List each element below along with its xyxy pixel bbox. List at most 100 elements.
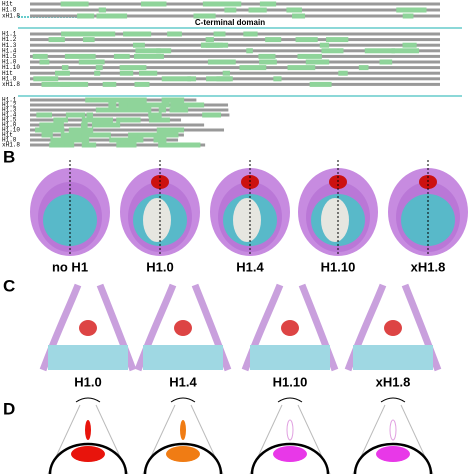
linker-view — [134, 283, 232, 372]
row-name: H1.5 — [2, 53, 17, 60]
conserved — [248, 7, 267, 13]
conserved — [61, 31, 91, 37]
conserved — [205, 42, 223, 48]
conserved — [32, 53, 48, 59]
sequence — [30, 82, 440, 86]
conserved — [116, 117, 128, 123]
linker-view — [241, 283, 339, 372]
conserved — [137, 132, 154, 138]
conserved — [129, 97, 147, 103]
conserved — [109, 107, 138, 113]
row-name: xH1.8 — [2, 13, 20, 20]
row-name: H1.8 — [2, 7, 17, 14]
conserved — [119, 65, 147, 71]
conserved — [132, 42, 145, 48]
schematic — [352, 397, 434, 474]
dna-arm — [241, 283, 284, 372]
conserved — [243, 31, 258, 37]
ctd — [180, 420, 186, 440]
conserved — [81, 142, 97, 148]
conserved — [153, 137, 167, 143]
dna-arm — [39, 283, 82, 372]
item-label: H1.4 — [169, 374, 197, 389]
conserved — [246, 48, 253, 54]
row-name: H1.4 — [2, 112, 17, 119]
gh1 — [71, 446, 105, 462]
conserved — [222, 70, 230, 76]
conserved — [292, 13, 306, 19]
conserved — [41, 132, 53, 138]
sequence — [30, 49, 440, 53]
row-name: H1.8 — [2, 137, 17, 144]
row-name: H1.3 — [2, 42, 17, 49]
nucleosome — [388, 160, 468, 256]
conserved — [134, 53, 164, 59]
row-name: H1t — [2, 1, 13, 8]
conserved — [39, 122, 64, 128]
conserved — [286, 7, 295, 13]
arc — [380, 397, 406, 403]
nucleosome-edge — [353, 442, 433, 474]
conserved — [319, 42, 330, 48]
conserved — [224, 7, 237, 13]
row-name: H1.0 — [2, 59, 17, 66]
conserved — [108, 102, 117, 108]
row-name: H1.4 — [2, 47, 17, 54]
conserved — [83, 37, 95, 43]
row-name: H1.1 — [2, 97, 17, 104]
conserved — [102, 81, 117, 87]
conserved — [98, 7, 106, 13]
row-name: H1t — [2, 70, 13, 77]
conserved — [60, 1, 89, 7]
row-name: H1.0 — [2, 122, 17, 129]
conserved — [273, 76, 282, 82]
conserved — [36, 112, 53, 118]
conserved — [134, 81, 150, 87]
conserved — [379, 59, 393, 65]
histone — [353, 345, 433, 370]
conserved — [65, 112, 86, 118]
conserved — [295, 37, 318, 43]
conserved — [402, 42, 417, 48]
conserved — [151, 112, 162, 118]
conserved — [48, 127, 65, 133]
conserved — [113, 53, 130, 59]
nucleosome — [30, 160, 110, 256]
conserved — [179, 142, 201, 148]
conserved — [391, 48, 419, 54]
conserved — [60, 132, 83, 138]
sequence — [30, 38, 440, 42]
conserved — [41, 81, 63, 87]
row-name: H1.2 — [2, 36, 17, 43]
dna-arm — [134, 283, 177, 372]
h1-globular — [281, 320, 299, 336]
panel-label: C — [3, 276, 15, 295]
linker-view — [39, 283, 137, 372]
conserved — [123, 31, 152, 37]
conserved — [258, 53, 276, 59]
conserved — [95, 65, 103, 71]
conserved — [135, 48, 161, 54]
arc — [170, 397, 196, 403]
conserved — [309, 81, 332, 87]
conserved — [213, 31, 226, 37]
conserved — [78, 59, 105, 65]
conserved — [207, 59, 236, 65]
conserved — [239, 65, 267, 71]
gh1 — [273, 446, 307, 462]
conserved — [75, 137, 90, 143]
schematic — [142, 397, 224, 474]
ctd — [286, 419, 294, 441]
row-name: H1.8 — [2, 75, 17, 82]
nucleosome — [298, 160, 378, 256]
sequence — [30, 54, 440, 58]
sequence — [30, 128, 225, 132]
conserved — [68, 127, 85, 133]
row-name: H1.10 — [2, 64, 20, 71]
h1-globular — [174, 320, 192, 336]
conserved — [221, 1, 242, 7]
gh1 — [376, 446, 410, 462]
panel-label: B — [3, 147, 15, 166]
conserved — [54, 70, 70, 76]
conserved — [64, 53, 96, 59]
